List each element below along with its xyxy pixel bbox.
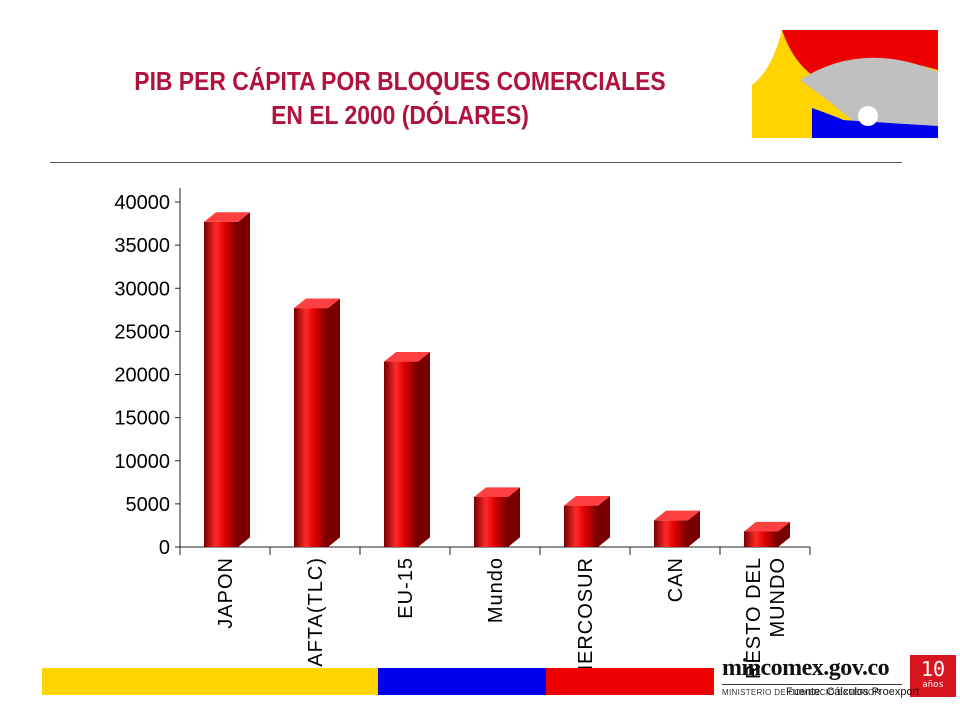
badge-word: años <box>922 680 944 690</box>
source-note: Fuente: Cálculos Proexport <box>786 686 920 698</box>
category-label: Mundo <box>485 557 507 623</box>
y-tick-label: 5000 <box>126 494 171 516</box>
stripe-red <box>546 668 714 695</box>
title-divider <box>50 162 902 163</box>
stripe-blue <box>378 668 546 695</box>
category-label-line: EU-15 <box>395 557 417 619</box>
badge-number: 10 <box>920 657 946 681</box>
bar-front <box>744 531 778 547</box>
y-tick-label: 30000 <box>114 278 170 300</box>
bar-side <box>238 212 250 548</box>
bar-front <box>204 221 238 547</box>
chart-title: PIB PER CÁPITA POR BLOQUES COMERCIALES E… <box>83 64 717 132</box>
bar <box>204 212 250 548</box>
category-label-line: MUNDO <box>767 557 789 638</box>
brand-name: mincomex.gov.co <box>722 655 890 681</box>
bar-top <box>474 487 520 497</box>
category-label-line: RESTO DEL <box>743 557 765 679</box>
brand-underline <box>722 684 902 685</box>
title-line-2: EN EL 2000 (DÓLARES) <box>271 100 529 130</box>
bar-side <box>688 510 700 547</box>
bar-front <box>294 308 328 547</box>
category-label: EU-15 <box>395 557 417 619</box>
bar <box>384 351 430 547</box>
bar <box>654 510 700 547</box>
bar-side <box>778 521 790 547</box>
bar-front <box>474 496 508 547</box>
category-label-line: JAPON <box>215 557 237 629</box>
category-label: MERCOSUR <box>575 557 597 682</box>
category-label-line: NAFTA(TLC) <box>305 557 327 682</box>
bar-side <box>328 298 340 547</box>
bar-front <box>654 520 688 547</box>
bar-front <box>564 505 598 547</box>
category-label-line: CAN <box>665 557 687 602</box>
bar-top <box>744 521 790 532</box>
y-tick-label: 35000 <box>114 235 170 257</box>
title-line-1: PIB PER CÁPITA POR BLOQUES COMERCIALES <box>134 66 666 96</box>
bar-top <box>294 298 340 309</box>
stripe-yellow <box>42 668 378 695</box>
bar-top <box>564 496 610 506</box>
bar-side <box>598 496 610 547</box>
bar <box>474 487 520 547</box>
y-tick-label: 40000 <box>114 192 170 214</box>
bar-top <box>204 212 250 222</box>
bar-top <box>384 351 430 362</box>
category-label-line: Mundo <box>485 557 507 623</box>
bar <box>294 298 340 547</box>
proexport-logo <box>752 30 938 138</box>
bar-side <box>418 351 430 547</box>
y-tick-label: 25000 <box>114 321 170 343</box>
bar-side <box>508 487 520 547</box>
bar-front <box>384 361 418 547</box>
y-tick-label: 20000 <box>114 365 170 387</box>
category-label: RESTO DEL MUNDO <box>743 557 789 679</box>
bar <box>744 521 790 547</box>
ministry-name: MINISTERIO DE COMERCIO EXTERIOR <box>722 688 881 697</box>
category-label: CAN <box>665 557 687 602</box>
anniversary-badge: 10 años <box>910 655 956 697</box>
bar-top <box>654 510 700 521</box>
y-tick-label: 10000 <box>114 451 170 473</box>
bar <box>564 496 610 547</box>
category-label: NAFTA(TLC) <box>305 557 327 682</box>
y-tick-label: 0 <box>159 537 170 559</box>
y-tick-label: 15000 <box>114 408 170 430</box>
category-label-line: MERCOSUR <box>575 557 597 682</box>
category-label: JAPON <box>215 557 237 629</box>
